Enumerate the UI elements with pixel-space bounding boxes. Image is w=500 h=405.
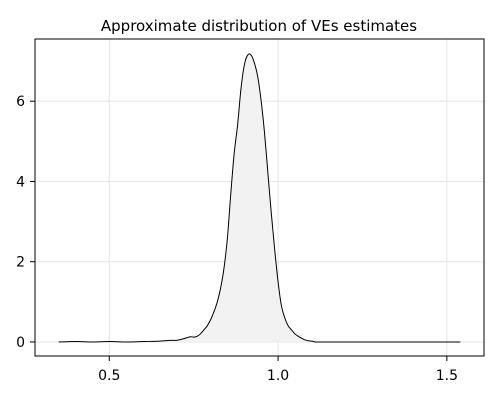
y-tick-label: 6	[16, 94, 25, 110]
density-fill	[58, 53, 461, 343]
axis-ticks: 0.5 1.0 1.5 0 2 4 6	[16, 94, 458, 384]
density-area	[58, 53, 461, 343]
chart-title: Approximate distribution of VEs estimate…	[101, 17, 417, 35]
density-line	[58, 53, 461, 343]
x-tick-label: 1.0	[267, 368, 289, 384]
x-tick-label: 0.5	[98, 368, 120, 384]
y-tick-label: 2	[16, 255, 25, 271]
y-tick-label: 0	[16, 335, 25, 351]
x-tick-label: 1.5	[436, 368, 458, 384]
plot-frame	[34, 38, 485, 357]
y-tick-label: 4	[16, 174, 25, 190]
